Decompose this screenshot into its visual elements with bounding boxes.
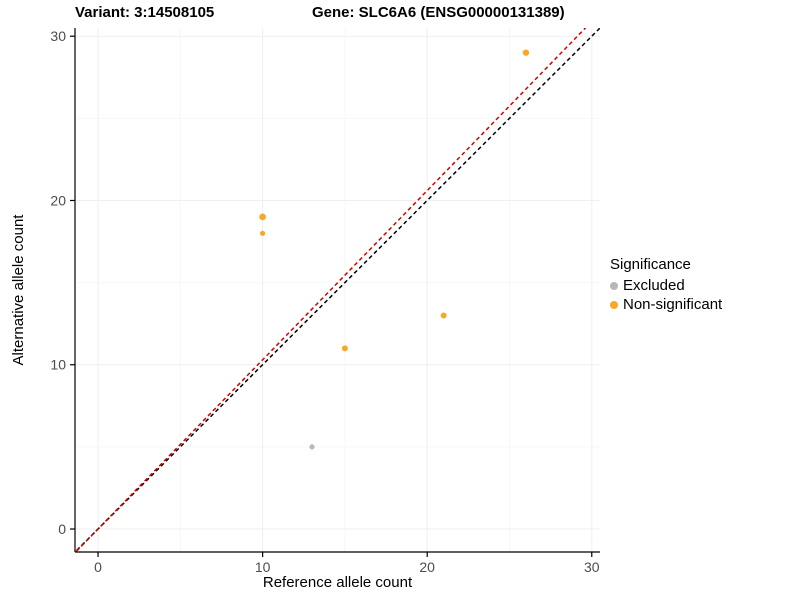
y-axis-label: Alternative allele count xyxy=(10,214,27,366)
x-tick-label: 0 xyxy=(94,559,102,575)
variant-title: Variant: 3:14508105 xyxy=(75,4,215,21)
y-tick-label: 10 xyxy=(50,357,66,373)
fit-line xyxy=(75,28,587,552)
data-point xyxy=(309,444,315,450)
legend-entry-non-significant: Non-significant xyxy=(610,296,722,313)
data-point xyxy=(260,230,266,236)
data-point xyxy=(259,213,267,221)
identity-line xyxy=(75,28,600,552)
x-tick-label: 30 xyxy=(584,559,600,575)
legend: Significance Excluded Non-significant xyxy=(610,256,722,315)
legend-title: Significance xyxy=(610,256,691,273)
non-significant-dot-icon xyxy=(610,300,618,309)
legend-entry-label: Non-significant xyxy=(623,296,723,313)
x-axis-label: Reference allele count xyxy=(262,574,413,591)
excluded-dot-icon xyxy=(610,281,618,290)
gene-title: Gene: SLC6A6 (ENSG00000131389) xyxy=(312,4,565,21)
x-tick-label: 20 xyxy=(419,559,435,575)
data-point xyxy=(522,49,530,56)
y-tick-label: 0 xyxy=(58,521,66,537)
legend-entry-excluded: Excluded xyxy=(610,277,722,294)
y-tick-label: 20 xyxy=(50,192,66,208)
data-point xyxy=(341,345,348,352)
y-tick-label: 30 xyxy=(50,28,66,44)
legend-entry-label: Excluded xyxy=(623,277,685,294)
x-tick-label: 10 xyxy=(255,559,271,575)
data-point xyxy=(440,312,447,319)
